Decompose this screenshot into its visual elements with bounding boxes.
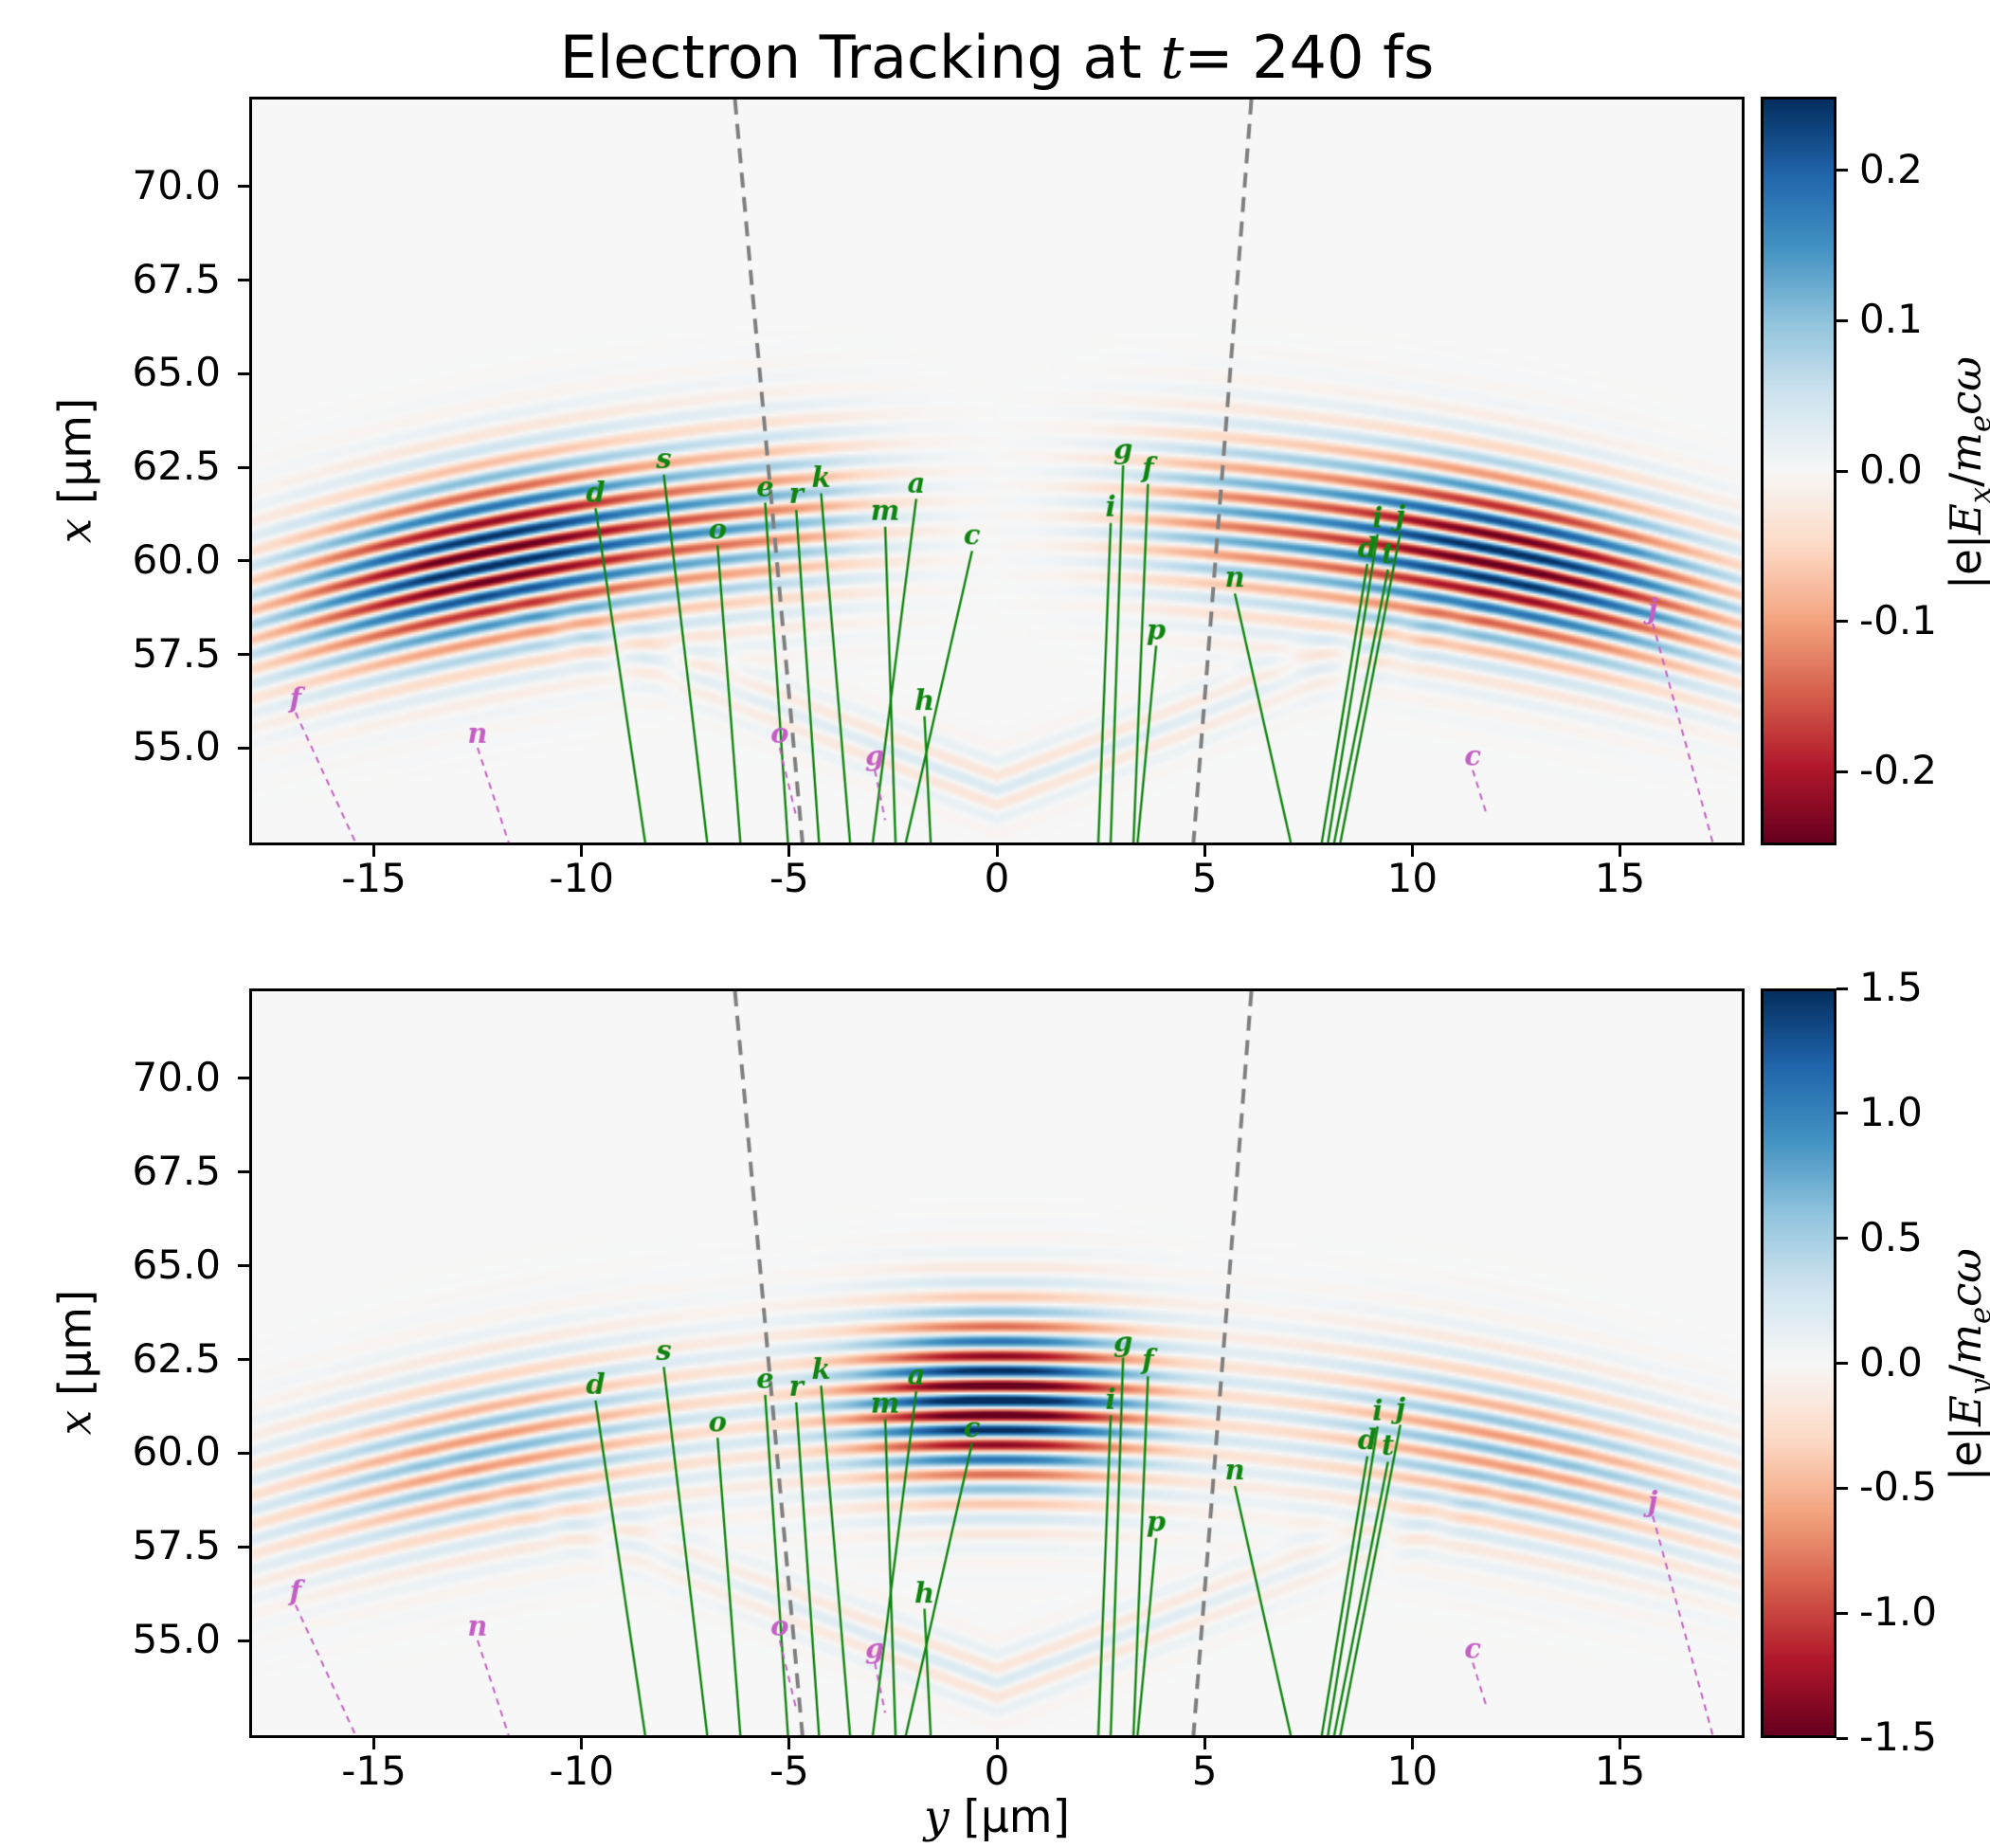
heatmap-panel-ex xyxy=(249,97,1745,845)
colorbar-tick-label: -1.5 xyxy=(1859,1713,1937,1760)
x-tick-label: 15 xyxy=(1594,855,1646,901)
x-tick-label: -10 xyxy=(549,855,614,901)
colorbar-ex xyxy=(1761,97,1836,845)
colorbar-tick-mark xyxy=(1836,1736,1848,1740)
x-tick-label: 0 xyxy=(984,1748,1010,1794)
y-tick-mark xyxy=(238,465,249,469)
x-tick-mark xyxy=(1619,1738,1621,1749)
x-tick-mark xyxy=(995,1738,999,1749)
y-tick-mark xyxy=(238,1077,249,1080)
colorbar-tick-mark xyxy=(1836,1112,1848,1115)
x-tick-label: 15 xyxy=(1594,1748,1646,1794)
colorbar-tick-label: 1.0 xyxy=(1859,1088,1923,1135)
title-variable: t xyxy=(1160,23,1185,92)
title-suffix: = 240 fs xyxy=(1184,23,1435,92)
colorbar-tick-mark xyxy=(1836,987,1848,990)
y-tick-label: 60.0 xyxy=(132,535,221,583)
y-tick-mark xyxy=(238,279,249,282)
colorbar-tick-mark xyxy=(1836,169,1848,172)
x-tick-label: -10 xyxy=(549,1748,614,1794)
x-tick-mark xyxy=(372,845,375,857)
y-tick-label: 60.0 xyxy=(132,1428,221,1476)
y-tick-label: 57.5 xyxy=(132,1522,221,1569)
y-tick-label: 57.5 xyxy=(132,629,221,677)
x-axis-var: y xyxy=(924,1791,950,1843)
x-tick-mark xyxy=(1410,845,1414,857)
colorbar-tick-label: -0.2 xyxy=(1859,747,1937,794)
y-tick-label: 70.0 xyxy=(132,161,221,208)
colorbar-tick-label: 0.5 xyxy=(1859,1213,1923,1260)
y-tick-mark xyxy=(238,653,249,657)
x-tick-label: 5 xyxy=(1191,855,1218,901)
y-tick-label: 67.5 xyxy=(132,255,221,302)
colorbar-tick-label: 0.1 xyxy=(1859,296,1923,343)
y-tick-label: 55.0 xyxy=(132,723,221,770)
x-tick-label: 10 xyxy=(1386,1748,1438,1794)
x-tick-mark xyxy=(1410,1738,1414,1749)
ey-overlay-trajectories xyxy=(252,991,1742,1735)
x-tick-label: -5 xyxy=(769,1748,809,1794)
x-tick-mark xyxy=(787,845,791,857)
y-tick-label: 67.5 xyxy=(132,1147,221,1194)
y-tick-mark xyxy=(238,1358,249,1362)
colorbar-ey-gradient xyxy=(1764,991,1834,1735)
y-tick-mark xyxy=(238,1170,249,1174)
colorbar-tick-mark xyxy=(1836,1611,1848,1615)
x-tick-mark xyxy=(1619,845,1621,857)
colorbar-ex-gradient xyxy=(1764,100,1834,842)
chart-title: Electron Tracking at t= 240 fs xyxy=(249,23,1745,92)
colorbar-tick-label: -0.5 xyxy=(1859,1463,1937,1511)
x-axis-unit: [μm] xyxy=(949,1791,1070,1843)
x-tick-label: 10 xyxy=(1386,855,1438,901)
colorbar-tick-label: 0.0 xyxy=(1859,1338,1923,1386)
y-tick-mark xyxy=(238,185,249,189)
x-tick-mark xyxy=(580,845,584,857)
y-tick-label: 62.5 xyxy=(132,1334,221,1382)
y-tick-label: 62.5 xyxy=(132,443,221,490)
y-tick-mark xyxy=(238,1639,249,1642)
y-tick-mark xyxy=(238,746,249,750)
y-tick-label: 65.0 xyxy=(132,1241,221,1288)
y-tick-mark xyxy=(238,1264,249,1268)
y-tick-mark xyxy=(238,1545,249,1549)
colorbar-tick-mark xyxy=(1836,1237,1848,1241)
title-prefix: Electron Tracking at xyxy=(559,23,1161,92)
y-tick-mark xyxy=(238,1451,249,1455)
x-tick-mark xyxy=(372,1738,375,1749)
y-tick-label: 55.0 xyxy=(132,1616,221,1663)
x-tick-label: 5 xyxy=(1191,1748,1218,1794)
colorbar-ey xyxy=(1761,988,1836,1738)
colorbar-tick-mark xyxy=(1836,770,1848,773)
heatmap-panel-ey xyxy=(249,988,1745,1738)
x-tick-label: -15 xyxy=(341,855,407,901)
x-tick-mark xyxy=(1203,1738,1206,1749)
x-tick-mark xyxy=(995,845,999,857)
colorbar-tick-mark xyxy=(1836,1362,1848,1365)
x-tick-mark xyxy=(787,1738,791,1749)
x-tick-mark xyxy=(580,1738,584,1749)
colorbar-tick-mark xyxy=(1836,318,1848,322)
x-tick-label: -5 xyxy=(769,855,809,901)
colorbar-tick-label: -0.1 xyxy=(1859,596,1937,643)
colorbar-tick-label: 1.5 xyxy=(1859,964,1923,1010)
colorbar-tick-label: -1.0 xyxy=(1859,1588,1937,1636)
x-tick-mark xyxy=(1203,845,1206,857)
y-tick-label: 70.0 xyxy=(132,1053,221,1100)
colorbar-tick-label: 0.0 xyxy=(1859,446,1923,493)
y-tick-mark xyxy=(238,371,249,375)
colorbar-tick-mark xyxy=(1836,469,1848,473)
y-tick-mark xyxy=(238,559,249,563)
colorbar-tick-mark xyxy=(1836,620,1848,624)
ex-overlay-trajectories xyxy=(252,100,1742,842)
y-tick-label: 65.0 xyxy=(132,349,221,396)
x-axis-label: y [μm] xyxy=(249,1791,1745,1843)
x-tick-label: 0 xyxy=(984,855,1010,901)
x-tick-label: -15 xyxy=(341,1748,407,1794)
colorbar-tick-mark xyxy=(1836,1486,1848,1490)
colorbar-tick-label: 0.2 xyxy=(1859,145,1923,192)
